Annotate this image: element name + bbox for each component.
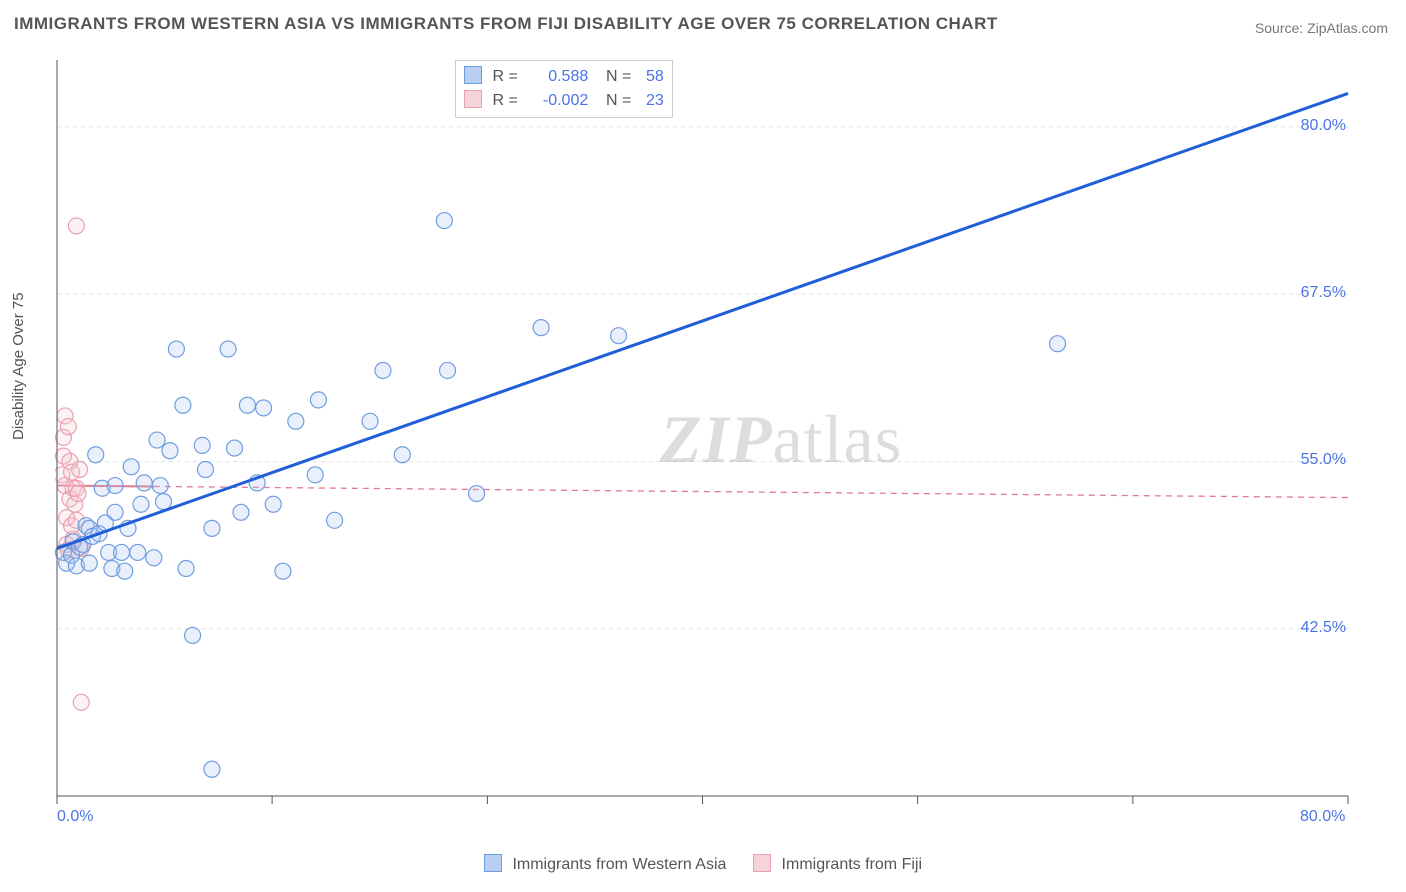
y-tick-label: 55.0%	[1276, 451, 1346, 469]
source-credit: Source: ZipAtlas.com	[1255, 20, 1388, 36]
bottom-swatch-1	[753, 854, 771, 872]
stat-r-label: R =	[492, 92, 517, 109]
y-axis-label: Disability Age Over 75	[10, 292, 27, 440]
chart-title: IMMIGRANTS FROM WESTERN ASIA VS IMMIGRAN…	[14, 14, 998, 34]
bottom-legend: Immigrants from Western Asia Immigrants …	[0, 854, 1406, 874]
swatch-series-1	[464, 90, 482, 108]
stat-row-0: R = 0.588 N = 58	[464, 65, 664, 89]
series-0-name: Immigrants from Western Asia	[512, 856, 726, 873]
x-tick-label: 80.0%	[1300, 808, 1345, 826]
bottom-swatch-0	[484, 854, 502, 872]
stat-r-0: 0.588	[522, 65, 588, 89]
stat-r-label: R =	[492, 68, 517, 85]
x-tick-label: 0.0%	[57, 808, 93, 826]
swatch-series-0	[464, 66, 482, 84]
series-1-name: Immigrants from Fiji	[782, 856, 922, 873]
stat-n-label: N =	[606, 68, 631, 85]
stat-n-0: 58	[636, 65, 664, 89]
scatter-plot	[55, 58, 1350, 828]
stat-n-1: 23	[636, 89, 664, 113]
stat-row-1: R = -0.002 N = 23	[464, 89, 664, 113]
chart-svg	[55, 58, 1350, 828]
y-tick-label: 67.5%	[1276, 284, 1346, 302]
stat-n-label: N =	[606, 92, 631, 109]
stat-legend: R = 0.588 N = 58 R = -0.002 N = 23	[455, 60, 673, 118]
y-tick-label: 42.5%	[1276, 619, 1346, 637]
y-tick-label: 80.0%	[1276, 117, 1346, 135]
stat-r-1: -0.002	[522, 89, 588, 113]
